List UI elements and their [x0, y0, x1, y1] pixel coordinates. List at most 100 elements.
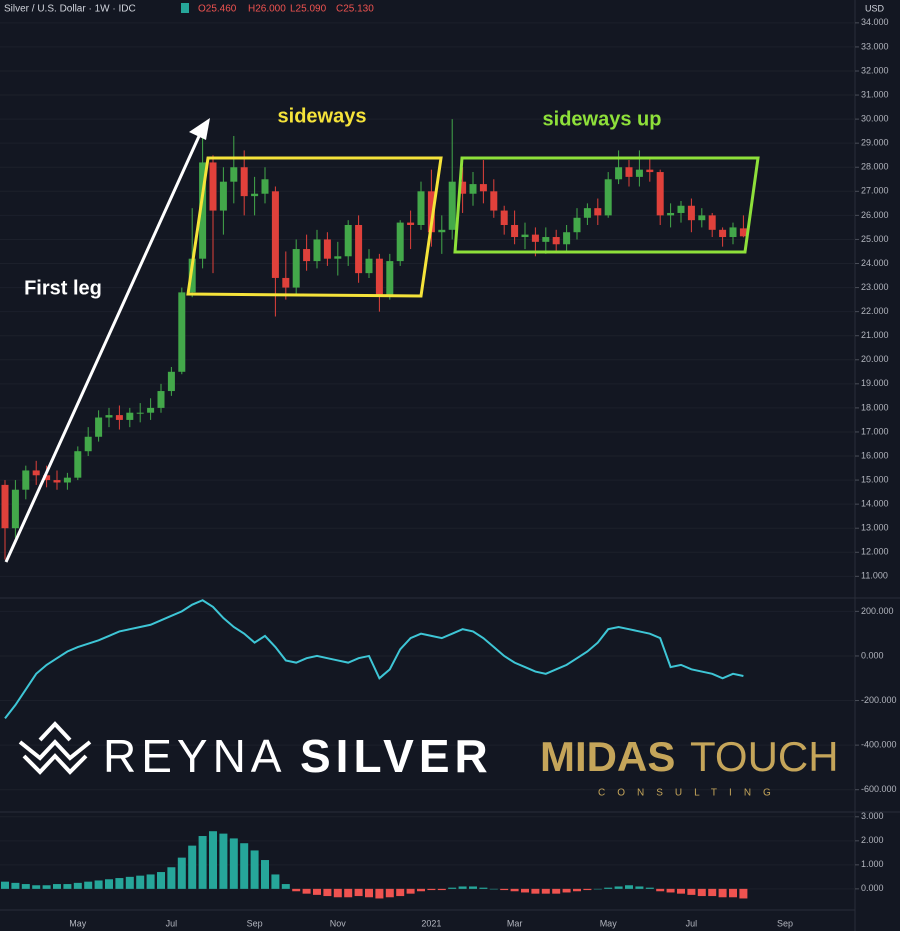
- histogram-bar: [541, 888, 550, 894]
- histogram-bar: [333, 888, 342, 898]
- histogram-bar: [417, 888, 425, 892]
- candle-body: [448, 181, 456, 230]
- candle-body: [469, 184, 477, 194]
- candle-body: [739, 228, 747, 237]
- y-tick-label: 25.000: [861, 234, 889, 244]
- y-tick-label: 17.000: [861, 426, 889, 436]
- histogram-bar: [697, 888, 706, 897]
- candle-body: [43, 475, 51, 481]
- status-icon: [181, 3, 189, 13]
- candle-body: [365, 258, 373, 274]
- logo-icon: [18, 721, 92, 775]
- histogram-bar: [250, 850, 259, 889]
- histogram-bar: [583, 888, 592, 891]
- candle-body: [375, 258, 383, 295]
- histogram-bar: [458, 886, 467, 889]
- y-tick-label: 31.000: [861, 89, 889, 99]
- histogram-bar: [521, 888, 529, 893]
- histogram-bar: [500, 888, 509, 891]
- candle-body: [313, 239, 321, 262]
- y-tick-label: 32.000: [861, 65, 889, 75]
- histogram-bar: [354, 888, 363, 897]
- candle-body: [344, 225, 352, 257]
- candle-body: [178, 292, 186, 372]
- candle-body: [355, 225, 363, 274]
- candle-body: [1, 484, 9, 529]
- histogram-bar: [94, 880, 103, 889]
- histogram-bar: [157, 872, 165, 889]
- candle-body: [63, 477, 71, 483]
- y-tick-label: 3.000: [861, 811, 884, 821]
- y-tick-label: 20.000: [861, 354, 889, 364]
- histogram-bar: [73, 882, 82, 889]
- histogram-bar: [240, 843, 249, 889]
- x-tick-label: Jul: [166, 918, 178, 928]
- candle-body: [230, 167, 238, 182]
- candle-body: [729, 227, 737, 238]
- candle-body: [563, 232, 571, 245]
- x-tick-label: May: [600, 918, 618, 928]
- y-tick-label: 2.000: [861, 835, 884, 845]
- annotation: sideways up: [543, 108, 662, 130]
- x-tick-label: 2021: [421, 918, 441, 928]
- candle-body: [511, 225, 519, 238]
- histogram-bar: [677, 888, 685, 894]
- histogram-bar: [281, 884, 290, 889]
- histogram-bar: [115, 878, 124, 889]
- candle-body: [552, 237, 560, 245]
- ohlc-label: C25.130: [336, 4, 374, 15]
- x-tick-label: Sep: [247, 918, 263, 928]
- histogram-bar: [167, 867, 176, 889]
- sideways-box: [186, 156, 443, 298]
- y-tick-label: 24.000: [861, 258, 889, 268]
- candle-body: [95, 417, 103, 437]
- histogram-bar: [136, 875, 145, 889]
- candle-body: [687, 205, 695, 221]
- candle-body: [22, 470, 30, 490]
- histogram-bar: [313, 888, 321, 895]
- logo-text: REYNA: [103, 730, 286, 782]
- histogram-bar: [229, 838, 238, 889]
- x-tick-label: May: [69, 918, 87, 928]
- y-tick-label: 21.000: [861, 330, 889, 340]
- candle-body: [167, 371, 175, 392]
- y-tick-label: 22.000: [861, 306, 889, 316]
- sideways-up-box: [453, 156, 760, 254]
- histogram-bar: [292, 888, 301, 892]
- marks: [1, 119, 748, 899]
- histogram-bar: [645, 887, 654, 889]
- candle-body: [271, 191, 279, 278]
- histogram-bar: [604, 887, 613, 889]
- histogram-bar: [63, 884, 72, 889]
- candle-body: [11, 489, 19, 529]
- candle-body: [126, 412, 134, 420]
- histogram-bar: [302, 888, 311, 894]
- logo-subtext: CONSULTING: [598, 788, 783, 799]
- histogram-bar: [593, 888, 602, 890]
- histogram-bar: [687, 888, 696, 895]
- candle-body: [646, 169, 654, 173]
- histogram-bar: [427, 888, 436, 891]
- candle-body: [500, 210, 508, 226]
- y-tick-label: 28.000: [861, 162, 889, 172]
- histogram-bar: [32, 885, 41, 889]
- y-tick-label: 200.000: [861, 606, 894, 616]
- candle-body: [542, 237, 550, 242]
- candle-body: [479, 184, 487, 192]
- candle-body: [147, 407, 155, 413]
- y-tick-label: 13.000: [861, 523, 889, 533]
- candle-body: [490, 191, 498, 211]
- ohlc-label: O25.460: [198, 4, 237, 15]
- candle-body: [531, 234, 539, 242]
- y-tick-label: 33.000: [861, 41, 889, 51]
- histogram-bar: [448, 887, 457, 889]
- candle-body: [323, 239, 331, 259]
- histogram-bar: [261, 860, 269, 889]
- histogram-bar: [42, 885, 51, 889]
- candle-body: [667, 212, 675, 216]
- histogram-bar: [552, 888, 561, 894]
- candle-body: [708, 215, 716, 230]
- histogram-bar: [11, 882, 20, 889]
- histogram-bar: [365, 888, 373, 898]
